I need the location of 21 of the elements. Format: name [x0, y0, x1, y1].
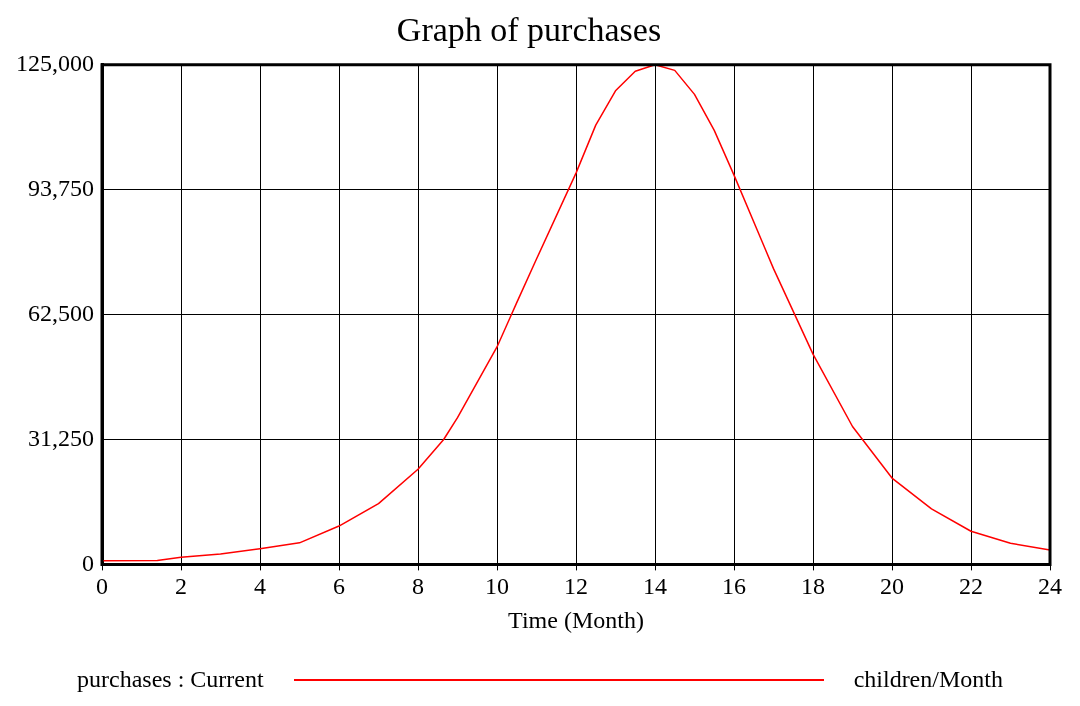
y-tick-label: 0 — [82, 549, 94, 576]
x-tick-label: 10 — [485, 573, 509, 600]
x-tick-label: 6 — [333, 573, 345, 600]
x-tick-label: 22 — [959, 573, 983, 600]
y-tick-label: 125,000 — [16, 50, 94, 77]
y-tick-label: 93,750 — [28, 175, 94, 201]
x-tick-label: 8 — [412, 573, 424, 600]
x-tick-label: 24 — [1038, 573, 1062, 600]
chart-title: Graph of purchases — [396, 11, 662, 49]
x-tick-label: 16 — [722, 573, 746, 600]
x-tick-label: 20 — [880, 573, 904, 600]
x-axis-title: Time (Month) — [508, 606, 644, 633]
x-tick-label: 4 — [254, 573, 266, 600]
x-tick-label: 12 — [564, 573, 588, 600]
text: purchases : Current — [77, 666, 264, 693]
y-tick-label: 31,250 — [28, 424, 94, 451]
y-tick-label: 62,500 — [28, 299, 94, 326]
x-tick-label: 14 — [643, 573, 667, 600]
text: children/Month — [853, 666, 1003, 693]
x-tick-label: 18 — [801, 573, 825, 600]
x-tick-label: 2 — [175, 573, 187, 600]
